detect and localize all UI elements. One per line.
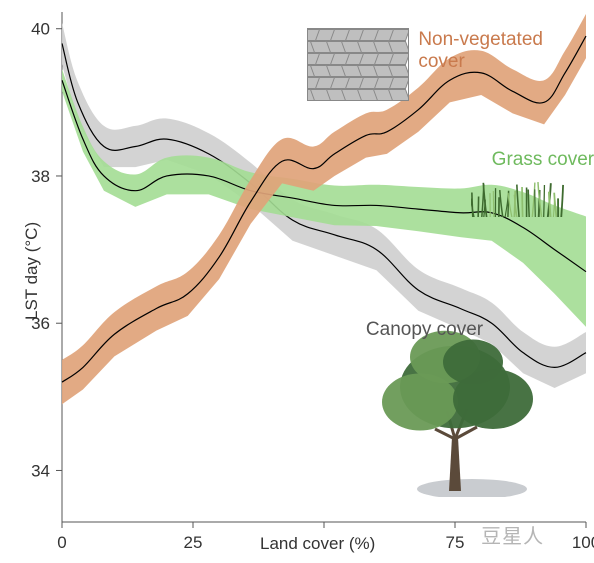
y-tick-label: 34: [31, 461, 50, 480]
y-tick-label: 40: [31, 20, 50, 39]
x-tick-label: 75: [446, 533, 465, 552]
non_vegetated-label: Non-vegetated cover: [418, 29, 558, 73]
pavement-illustration: [308, 29, 408, 100]
y-axis-label: LST day (°C): [22, 222, 42, 320]
grass-illustration: [471, 182, 565, 218]
y-tick-label: 38: [31, 167, 50, 186]
x-tick-label: 100: [572, 533, 594, 552]
grass-label: Grass cover: [492, 149, 594, 171]
chart-container: 3436384002575100 LST day (°C) Land cover…: [0, 0, 594, 563]
x-axis-label: Land cover (%): [260, 534, 375, 554]
tree-illustration: [370, 327, 540, 497]
canopy-label: Canopy cover: [366, 319, 483, 341]
x-tick-label: 0: [57, 533, 66, 552]
watermark-text: 豆星人: [481, 520, 544, 549]
x-tick-label: 25: [184, 533, 203, 552]
